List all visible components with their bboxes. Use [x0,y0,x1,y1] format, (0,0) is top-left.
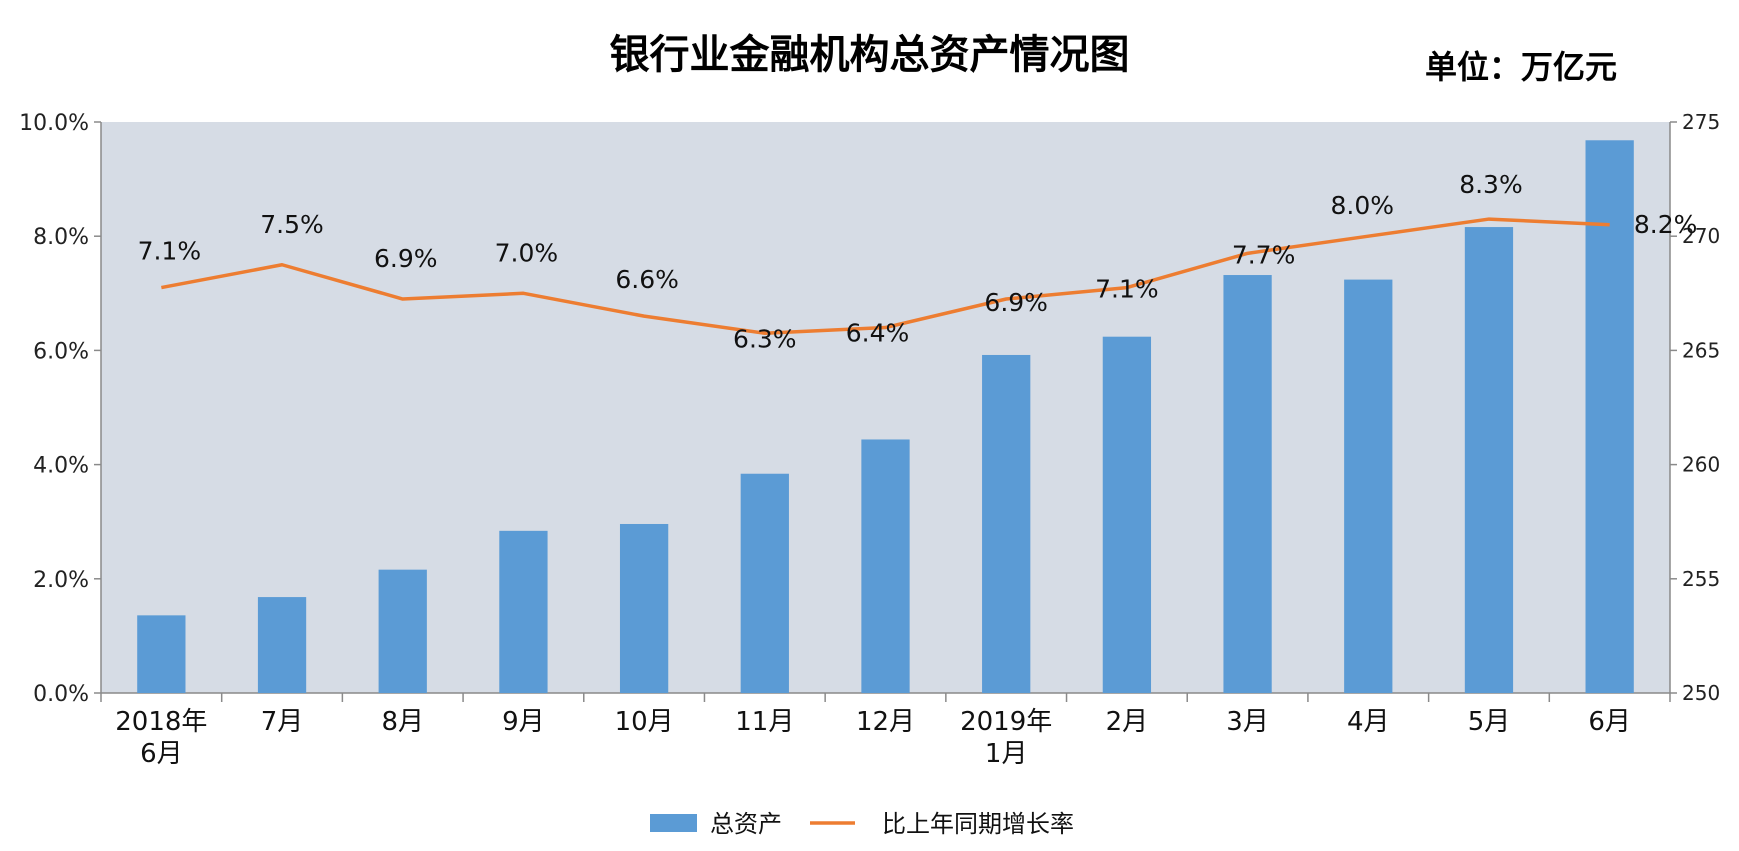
data-label-growth: 7.5% [260,210,324,239]
x-tick-label: 12月 [856,707,915,737]
x-tick-label: 6月 [140,739,183,769]
data-label-growth: 6.9% [374,244,438,273]
x-tick-label: 5月 [1468,707,1511,737]
x-tick-label: 6月 [1588,707,1631,737]
x-tick-label: 4月 [1347,707,1390,737]
y-left-tick-label: 4.0% [33,454,89,479]
data-label-growth: 6.6% [615,265,679,294]
y-right-tick-label: 270 [1682,224,1720,248]
bar-total-assets [1223,275,1272,693]
data-label-growth: 7.0% [495,238,559,267]
legend-label-total-assets: 总资产 [710,810,782,838]
y-left-tick-label: 0.0% [33,682,89,707]
legend-label-growth: 比上年同期增长率 [882,810,1074,838]
bar-total-assets [982,354,1031,693]
bar-total-assets [499,530,548,693]
y-left-tick-label: 10.0% [19,111,89,136]
bar-total-assets [257,597,307,693]
x-tick-label: 2018年 [115,707,207,737]
data-label-growth: 7.7% [1232,240,1296,269]
bar-total-assets [1102,336,1152,693]
data-label-growth: 6.3% [733,324,797,353]
data-label-growth: 8.2% [1634,210,1698,239]
y-right-tick-label: 265 [1682,338,1720,362]
y-left-tick-label: 8.0% [33,225,89,250]
data-label-growth: 8.3% [1459,170,1523,199]
data-label-growth: 6.9% [984,288,1048,317]
chart-title: 银行业金融机构总资产情况图 [609,31,1130,78]
x-tick-label: 9月 [502,707,545,737]
legend-swatch-total-assets [650,814,697,832]
y-left-tick-label: 6.0% [33,339,89,364]
x-tick-label: 3月 [1226,707,1269,737]
bar-total-assets [740,473,789,693]
x-tick-label: 1月 [985,739,1028,769]
y-right-tick-label: 250 [1682,681,1720,705]
bar-total-assets [378,569,427,693]
line-growth-rate [161,217,1610,336]
y-right-tick-label: 260 [1682,453,1720,477]
bar-total-assets [619,523,669,693]
bar-total-assets [1585,140,1634,694]
bar-total-assets [1344,279,1393,693]
data-label-growth: 8.0% [1331,191,1395,220]
x-tick-label: 8月 [381,707,424,737]
data-label-growth: 6.4% [846,319,910,348]
x-tick-label: 2月 [1106,707,1149,737]
x-tick-label: 7月 [261,707,304,737]
bar-total-assets [137,615,186,693]
data-label-growth: 7.1% [138,237,202,266]
y-right-tick-label: 255 [1682,567,1720,591]
x-tick-label: 2019年 [960,707,1052,737]
y-right-tick-label: 275 [1682,110,1720,134]
y-left-tick-label: 2.0% [33,568,89,593]
x-tick-label: 10月 [615,707,674,737]
x-tick-label: 11月 [735,707,794,737]
data-label-growth: 7.1% [1095,275,1159,304]
unit-label: 单位：万亿元 [1425,48,1618,86]
bar-total-assets [1464,227,1514,693]
bar-total-assets [861,439,910,693]
